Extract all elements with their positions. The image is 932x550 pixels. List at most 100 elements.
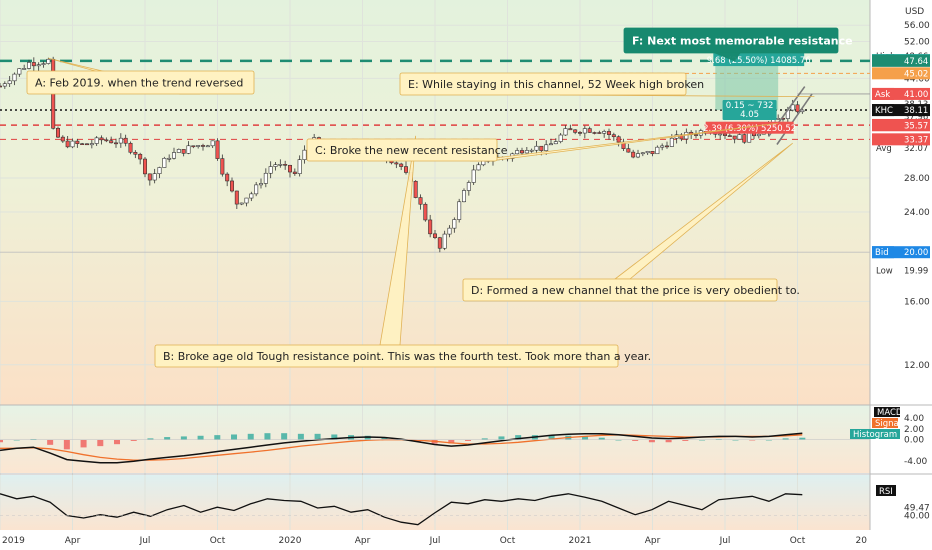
candle-body: [118, 137, 123, 144]
time-tick-label: Jul: [429, 536, 441, 546]
callout-box-E: [399, 72, 687, 96]
candle-body: [186, 145, 191, 154]
candle-body: [582, 128, 587, 134]
macd-legend-bg: [850, 429, 900, 439]
candle-body: [41, 63, 46, 65]
candle-body: [718, 133, 723, 136]
candle-body: [104, 139, 109, 142]
rsi-tick-label: 40.00: [904, 512, 930, 522]
macd-main-line: [0, 432, 803, 464]
candle-body: [123, 137, 128, 144]
candle-body: [756, 133, 761, 137]
ask-tag-prefix: Ask: [875, 90, 890, 100]
time-tick-label: Jul: [139, 536, 151, 546]
candle-body: [263, 172, 268, 184]
candle-body: [85, 143, 90, 146]
candle-body: [80, 143, 85, 145]
candle-body: [645, 151, 650, 154]
side-label-value: 37.96: [904, 113, 928, 123]
candle-body: [471, 169, 476, 183]
candle-body: [568, 128, 573, 131]
candle-body: [539, 145, 544, 151]
candle-body: [727, 135, 732, 137]
candle-body: [519, 150, 524, 154]
candle-body: [722, 133, 727, 136]
macd-tick-label: -4.00: [904, 457, 928, 467]
macd-histogram-bar: [147, 438, 154, 440]
macd-histogram-bar: [130, 439, 137, 441]
macd-histogram-bar: [314, 433, 321, 440]
candle-body: [606, 131, 611, 135]
candle-body: [196, 145, 201, 147]
callout-box-F: [623, 27, 839, 54]
candle-body: [660, 145, 665, 148]
time-tick-label: Oct: [500, 536, 516, 546]
macd-histogram-bar: [749, 439, 756, 441]
candle-body: [640, 152, 645, 155]
candle-body: [254, 184, 259, 195]
level-tag-33-37-value: 33.37: [904, 135, 928, 145]
bid-tag-prefix-bg: [872, 246, 894, 259]
macd-histogram-bar: [197, 435, 204, 440]
candle-body: [732, 135, 737, 140]
callout-box-A: [26, 70, 255, 95]
small-info-line1: 0.15 ~ 732: [726, 101, 774, 111]
macd-histogram-bar: [381, 437, 388, 440]
candle-body: [75, 140, 80, 144]
candle-body: [631, 151, 636, 158]
candle-body: [776, 117, 781, 120]
macd-histogram-bar: [632, 439, 639, 441]
price-tick-label: 56.00: [904, 21, 930, 31]
rsi-value-label: 49.47: [904, 504, 930, 514]
candle-body: [268, 166, 273, 174]
last-price-tag-value: 38.11: [904, 106, 928, 116]
candle-body: [283, 164, 288, 166]
candle-body: [26, 62, 31, 69]
macd-histogram-bar: [498, 436, 505, 440]
candle-body: [418, 197, 423, 205]
callout-box-C: [306, 138, 498, 162]
macd-legend-signal: Signal: [875, 419, 901, 429]
candle-body: [46, 58, 51, 64]
price-tick-label: 52.00: [904, 38, 930, 48]
candle-body: [109, 140, 114, 144]
candle-body: [587, 128, 592, 133]
candle-body: [737, 134, 742, 140]
candle-body: [172, 152, 177, 159]
callout-box-B: [154, 344, 619, 368]
small-info-box: [722, 100, 777, 121]
candle-body: [742, 134, 747, 143]
macd-histogram-bar: [164, 437, 171, 440]
macd-histogram-bar: [682, 439, 689, 441]
time-tick-label: 2019: [2, 536, 25, 546]
candle-body: [55, 127, 60, 138]
time-tick-label: Oct: [790, 536, 806, 546]
macd-histogram-bar: [481, 438, 488, 440]
candle-body: [258, 183, 263, 186]
candle-body: [94, 137, 99, 144]
candle-body: [167, 157, 172, 160]
candle-body: [99, 137, 104, 141]
price-tick-label: 12.00: [904, 361, 930, 371]
candle-body: [534, 145, 539, 151]
time-tick-label: Jul: [719, 536, 731, 546]
macd-histogram-bar: [765, 439, 772, 441]
candle-body: [60, 136, 65, 142]
annotation-callouts: A: Feb 2019. when the trend reversed B: B…: [26, 27, 853, 368]
macd-histogram-bar: [297, 433, 304, 440]
level-tag-35-57-value: 35.57: [904, 121, 928, 131]
candle-body: [602, 131, 607, 134]
candle-body: [544, 144, 549, 151]
candle-body: [669, 137, 674, 147]
time-axis-background: [0, 530, 932, 550]
candle-body: [452, 219, 457, 229]
candle-body: [515, 150, 520, 155]
macd-histogram-bar: [732, 439, 739, 441]
macd-histogram-bar: [648, 439, 655, 443]
candle-body: [210, 140, 215, 147]
candle-body: [70, 140, 75, 148]
currency-label: USD: [905, 7, 924, 17]
price-tick-label: 16.00: [904, 297, 930, 307]
candle-body: [432, 233, 437, 238]
